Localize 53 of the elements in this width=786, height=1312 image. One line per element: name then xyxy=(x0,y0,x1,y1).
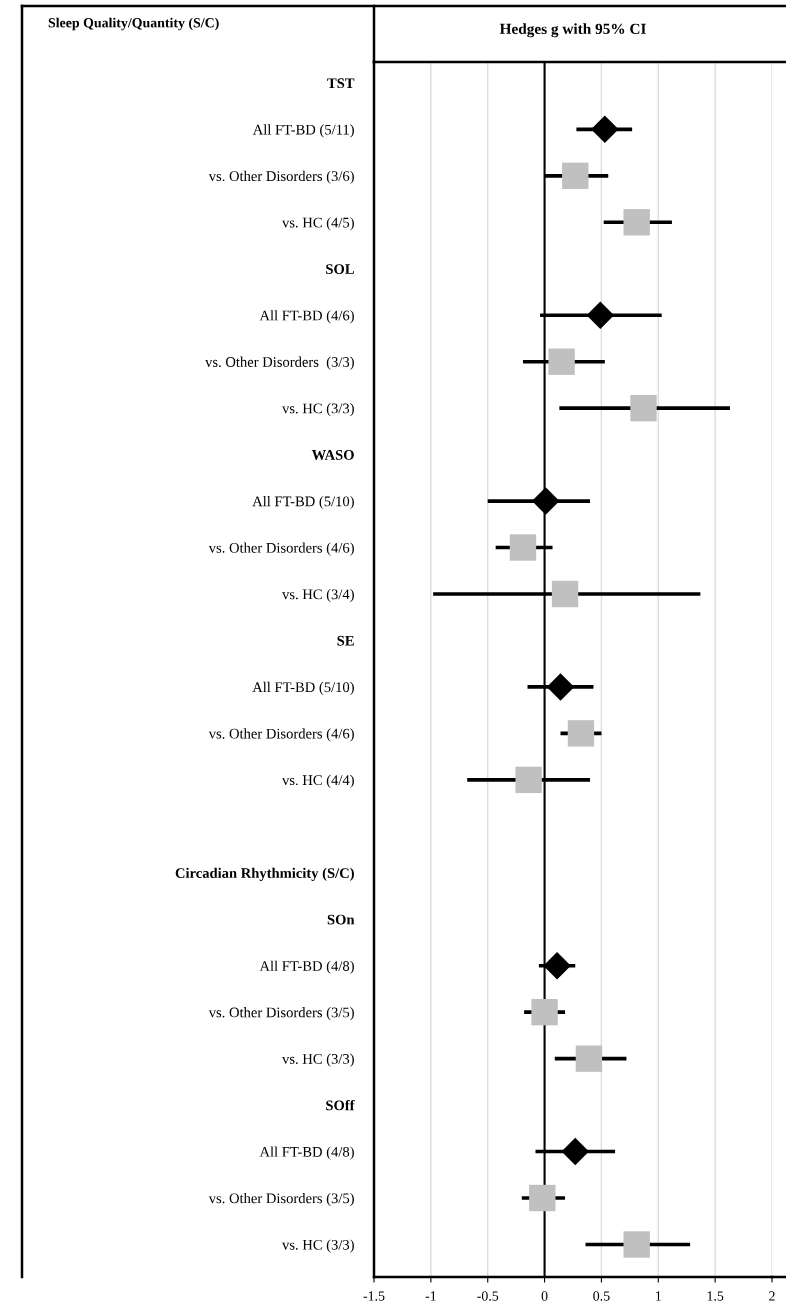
y-tick-label: SE xyxy=(337,635,354,646)
y-tick-label: SOL xyxy=(326,264,354,274)
point xyxy=(623,209,650,236)
point xyxy=(562,162,589,190)
y-tick-label: vs. HC (3/3) xyxy=(282,403,354,417)
point xyxy=(561,1137,590,1166)
y-tick-label: vs. Other Disorders (3/3) xyxy=(205,356,354,370)
chart-title: Hedges g with 95% CI xyxy=(499,23,646,38)
y-tick-label: vs. Other Disorders (3/5) xyxy=(208,1007,354,1021)
y-tick-label: vs. HC (3/3) xyxy=(282,1053,354,1067)
y-tick-label: TST xyxy=(327,78,355,89)
y-tick-label: WASO xyxy=(311,450,354,460)
x-tick-label: 0 xyxy=(541,1291,548,1301)
y-tick-label: vs. Other Disorders (3/6) xyxy=(208,170,354,184)
point xyxy=(543,951,571,980)
x-tick-label: -1 xyxy=(425,1291,436,1301)
y-tick-label: vs. HC (4/5) xyxy=(282,217,354,231)
point xyxy=(531,998,558,1026)
x-tick-label: 0.5 xyxy=(593,1291,610,1301)
point xyxy=(591,115,619,144)
y-tick-label: Circadian Rhythmicity (S/C) xyxy=(175,867,354,881)
point xyxy=(551,580,579,608)
point xyxy=(623,1231,650,1258)
y-tick-label: All FT-BD (5/11) xyxy=(252,124,354,138)
y-tick-label: vs. Other Disorders (4/6) xyxy=(208,542,354,556)
y-tick-label: SOff xyxy=(326,1099,355,1111)
text: Sleep Quality/Quantity (S/C) xyxy=(48,17,219,31)
y-tick-label: All FT-BD (5/10) xyxy=(252,681,354,696)
point xyxy=(509,534,537,561)
y-tick-label: All FT-BD (4/8) xyxy=(259,1146,354,1160)
point xyxy=(586,301,615,329)
y-tick-label: All FT-BD (5/10) xyxy=(252,496,354,510)
point xyxy=(548,348,575,375)
y-tick-label: vs. Other Disorders (3/5) xyxy=(208,1192,354,1207)
x-tick-label: 1 xyxy=(656,1291,661,1301)
y-tick-label: vs. Other Disorders (4/6) xyxy=(208,728,354,742)
point xyxy=(515,766,542,794)
point xyxy=(531,487,560,515)
y-tick-label: SOn xyxy=(327,914,355,925)
y-tick-label: All FT-BD (4/8) xyxy=(259,960,354,974)
y-tick-label: vs. HC (3/4) xyxy=(282,588,354,603)
y-tick-label: vs. HC (4/4) xyxy=(282,774,354,789)
x-tick-label: 1.5 xyxy=(707,1291,724,1301)
x-tick-label: -1.5 xyxy=(363,1291,385,1301)
point xyxy=(575,1045,603,1072)
x-tick-label: 2 xyxy=(769,1291,775,1301)
point xyxy=(567,720,595,747)
point xyxy=(529,1184,556,1212)
y-tick-label: vs. HC (3/3) xyxy=(282,1239,354,1253)
point xyxy=(546,673,575,701)
x-tick-label: -0.5 xyxy=(477,1291,499,1301)
point xyxy=(630,394,657,422)
y-tick-label: All FT-BD (4/6) xyxy=(259,310,354,324)
